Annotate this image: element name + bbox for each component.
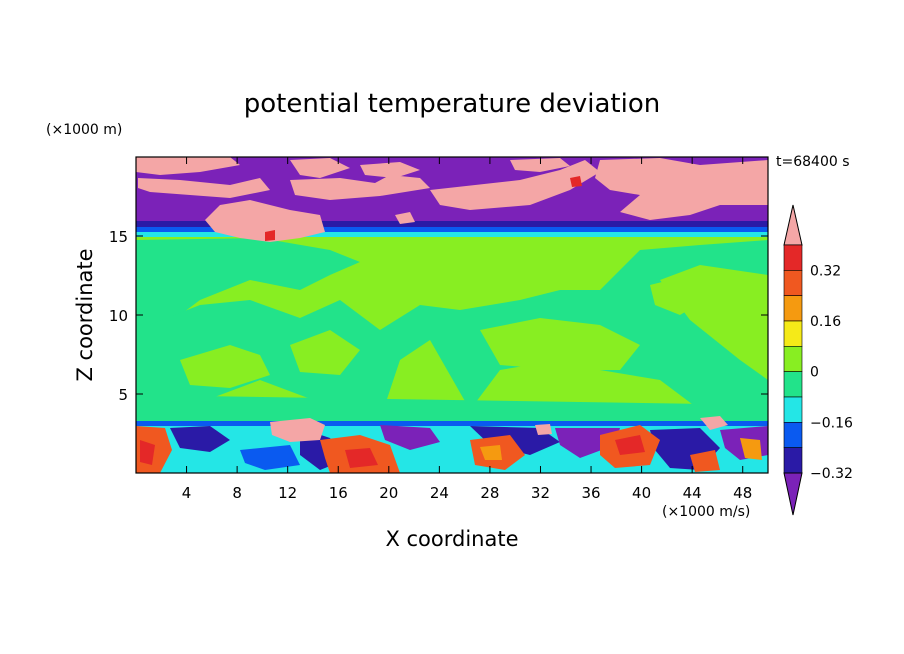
lower-layer-band	[136, 421, 768, 426]
upper-high-patch	[205, 200, 325, 242]
colorbar-tick-label: 0.16	[810, 314, 841, 330]
x-axis-title: X coordinate	[385, 527, 518, 551]
upper-high-patch	[510, 158, 570, 172]
x-tick-label: 36	[581, 484, 600, 502]
lower-high-patch	[535, 424, 552, 435]
upper-layer-band	[136, 232, 768, 237]
x-tick-label: 4	[182, 484, 192, 502]
time-label: t=68400 s	[776, 154, 850, 170]
colorbar-top-arrow	[783, 204, 803, 246]
colorbar-bottom-arrow	[783, 472, 803, 516]
y-axis-ticks: 5 10 15	[109, 228, 768, 404]
mid-layer-patch	[480, 318, 640, 370]
colorbar-segment	[783, 422, 803, 448]
x-tick-label: 24	[430, 484, 449, 502]
upper-layer-band	[136, 221, 768, 229]
y-axis-title: Z coordinate	[73, 248, 97, 381]
colorbar-segment	[783, 447, 803, 474]
x-unit-label: (×1000 m/s)	[662, 504, 750, 520]
colorbar-segment	[783, 320, 803, 347]
lower-high-patch	[615, 435, 645, 455]
colorbar-tick-label: −0.16	[810, 415, 853, 431]
lower-high-patch	[345, 448, 378, 468]
x-tick-label: 32	[531, 484, 550, 502]
upper-high-patch	[290, 175, 430, 200]
lower-high-patch	[140, 440, 155, 465]
lower-high-patch	[480, 445, 502, 460]
mid-layer-patch	[650, 275, 705, 315]
colorbar-tick-label: 0	[810, 365, 819, 381]
upper-red-spot	[570, 176, 582, 187]
colorbar-segment	[783, 346, 803, 372]
upper-high-patch	[430, 160, 600, 210]
x-axis-ticks: 4 8 12 16 20 24 28 32 36 40 44 48	[182, 157, 752, 502]
x-tick-label: 8	[232, 484, 242, 502]
lower-low-patch	[170, 426, 230, 452]
upper-high-patch	[360, 162, 420, 178]
mid-layer-patch	[180, 345, 270, 388]
upper-high-patch	[138, 178, 270, 198]
contour-field	[136, 157, 768, 473]
x-tick-label: 44	[683, 484, 702, 502]
upper-high-patch	[595, 158, 768, 220]
lower-high-patch	[690, 450, 720, 472]
mid-layer-patch	[136, 238, 360, 335]
upper-high-patch	[395, 212, 415, 224]
mid-layer-patch	[136, 240, 768, 420]
x-tick-label: 20	[379, 484, 398, 502]
mid-layer-patch	[136, 395, 768, 424]
colorbar: 0.32 0.16 0 −0.16 −0.32	[783, 204, 853, 516]
x-tick-label: 48	[733, 484, 752, 502]
y-tick-label: 10	[109, 307, 128, 325]
upper-high-patch	[136, 157, 240, 175]
colorbar-tick-label: 0.32	[810, 263, 841, 279]
lower-high-patch	[700, 416, 728, 430]
x-tick-label: 12	[278, 484, 297, 502]
x-tick-label: 40	[632, 484, 651, 502]
colorbar-segment	[783, 244, 803, 271]
colorbar-segment	[783, 396, 803, 423]
upper-layer-band	[136, 227, 768, 233]
x-tick-label: 28	[480, 484, 499, 502]
y-tick-label: 5	[118, 386, 128, 404]
mid-layer-patch	[290, 330, 360, 375]
y-tick-label: 15	[109, 228, 128, 246]
lower-low-patch	[380, 425, 440, 450]
chart-title: potential temperature deviation	[244, 89, 660, 119]
colorbar-tick-label: −0.32	[810, 466, 853, 482]
lower-high-patch	[740, 438, 762, 460]
y-unit-label: (×1000 m)	[46, 122, 122, 138]
upper-high-patch	[290, 158, 350, 178]
colorbar-segment	[783, 295, 803, 322]
lower-high-patch	[270, 418, 325, 442]
x-tick-label: 16	[329, 484, 348, 502]
colorbar-segment	[783, 270, 803, 296]
colorbar-segment	[783, 371, 803, 398]
lower-low-patch	[240, 445, 300, 470]
upper-red-spot	[265, 230, 275, 241]
